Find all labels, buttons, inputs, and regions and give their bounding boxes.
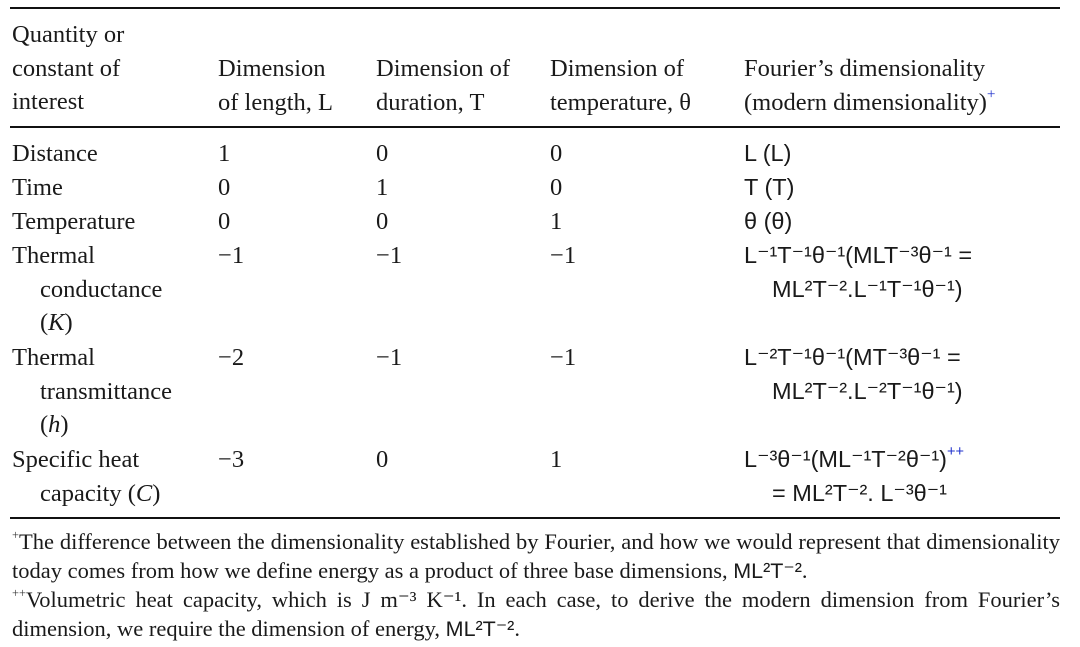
- row-duration-dim: 0: [376, 446, 389, 473]
- row-duration-dim: 0: [376, 140, 389, 167]
- row-length-dim: 0: [218, 174, 231, 201]
- row-fourier-dim: L⁻²T⁻¹θ⁻¹(MT⁻³θ⁻¹ = ML²T⁻².L⁻²T⁻¹θ⁻¹): [744, 344, 963, 404]
- footnote-1-formula: ML²T⁻²: [733, 559, 802, 583]
- footnote-1: +The difference between the dimensionali…: [12, 528, 1060, 583]
- header-rule: [10, 126, 1060, 128]
- row-name: Thermal transmittance (h): [12, 344, 172, 438]
- row-temperature-dim: 1: [550, 208, 563, 235]
- footnote-2: ++Volumetric heat capacity, which is J m…: [12, 586, 1060, 641]
- header-fourier: Fourier’s dimensionality (modern dimensi…: [744, 55, 996, 116]
- row-duration-dim: 0: [376, 208, 389, 235]
- row-length-dim: 1: [218, 140, 231, 167]
- row-temperature-dim: −1: [550, 344, 577, 371]
- row-temperature-dim: −1: [550, 242, 577, 269]
- header-temperature: Dimension of temperature, θ: [550, 55, 691, 116]
- row-temperature-dim: 0: [550, 174, 563, 201]
- footnote-1-mark: +: [12, 528, 19, 543]
- header-duration: Dimension of duration, T: [376, 55, 511, 116]
- row-name: Time: [12, 174, 63, 201]
- row-symbol: K: [48, 309, 65, 336]
- row-fourier-dim: L (L): [744, 140, 792, 166]
- row-fourier-dim: L⁻³θ⁻¹(ML⁻¹T⁻²θ⁻¹)++ = ML²T⁻². L⁻³θ⁻¹: [744, 444, 965, 506]
- row-name: Distance: [12, 140, 98, 167]
- footnote-mark-double-plus[interactable]: ++: [947, 444, 965, 461]
- row-length-dim: −3: [218, 446, 245, 473]
- header-quantity: Quantity or constant of interest: [12, 21, 125, 115]
- row-fourier-dim: T (T): [744, 174, 795, 200]
- row-temperature-dim: 1: [550, 446, 563, 473]
- table-bottom-rule: [10, 517, 1060, 519]
- row-length-dim: −1: [218, 242, 245, 269]
- row-length-dim: 0: [218, 208, 231, 235]
- header-length: Dimension of length, L: [218, 55, 333, 116]
- row-duration-dim: −1: [376, 242, 403, 269]
- row-temperature-dim: 0: [550, 140, 563, 167]
- row-length-dim: −2: [218, 344, 245, 371]
- row-duration-dim: 1: [376, 174, 389, 201]
- table-top-rule: [10, 7, 1060, 9]
- row-duration-dim: −1: [376, 344, 403, 371]
- footnote-2-mark: ++: [12, 586, 26, 601]
- footnote-mark-plus[interactable]: +: [986, 85, 996, 103]
- row-symbol: C: [135, 479, 153, 507]
- row-name: Specific heat capacity (C): [12, 446, 161, 507]
- row-name: Temperature: [12, 208, 136, 235]
- row-fourier-dim: L⁻¹T⁻¹θ⁻¹(MLT⁻³θ⁻¹ = ML²T⁻².L⁻¹T⁻¹θ⁻¹): [744, 242, 973, 302]
- footnote-2-formula: ML²T⁻²: [445, 617, 515, 641]
- row-symbol: h: [48, 411, 61, 438]
- row-name: Thermal conductance (K): [12, 242, 163, 336]
- row-fourier-dim: θ (θ): [744, 208, 793, 234]
